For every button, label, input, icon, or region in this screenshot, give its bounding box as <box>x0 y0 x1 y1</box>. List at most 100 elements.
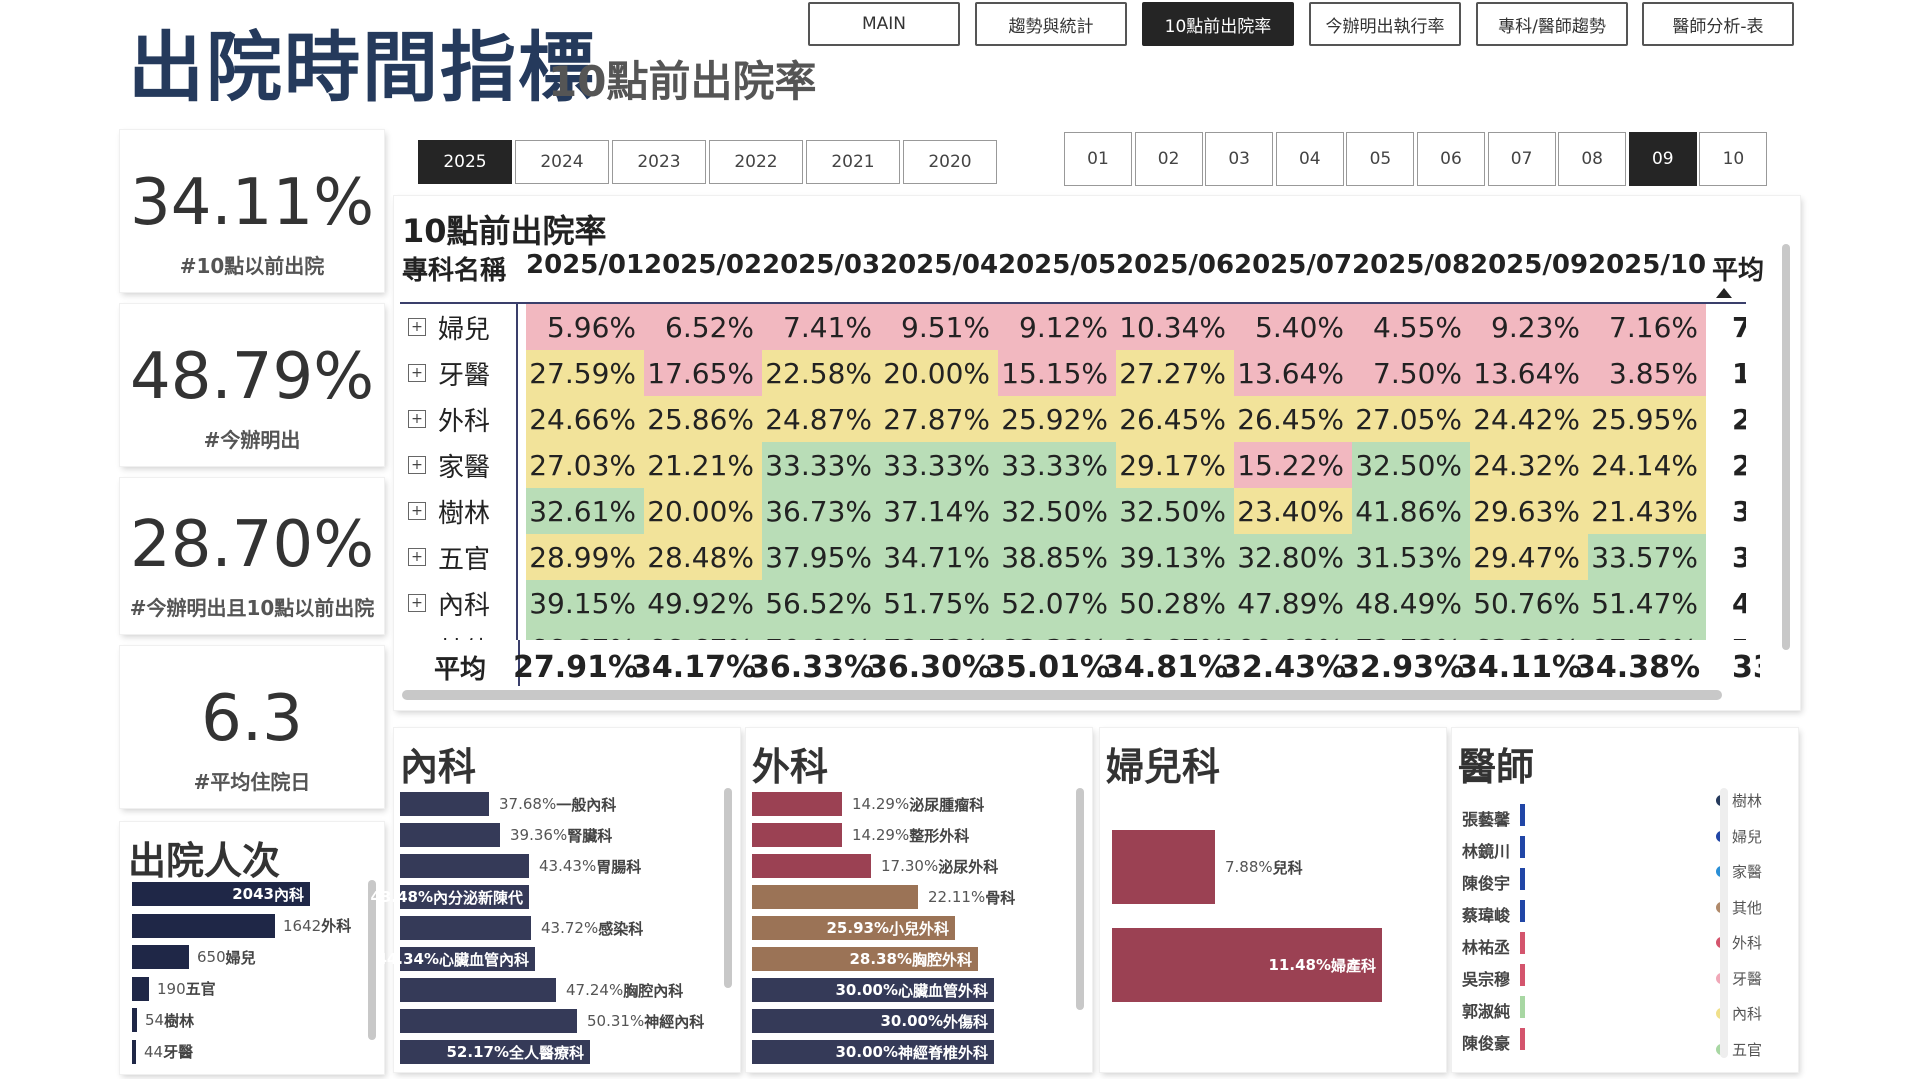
nav-tab-6[interactable]: 醫師分析-表 <box>1642 2 1794 46</box>
bar <box>400 947 535 971</box>
internal-bar-row[interactable]: 50.31% 神經內科 <box>400 1009 720 1033</box>
horizontal-scrollbar[interactable] <box>402 690 1722 700</box>
bar-label: 30.00% 心臟血管外科 <box>752 978 994 1002</box>
discharge-bar-row[interactable]: 1642 外科 <box>132 913 530 938</box>
discharge-bar-row[interactable]: 190 五官 <box>132 976 530 1001</box>
column-header[interactable]: 2025/10 <box>1588 250 1707 280</box>
column-header[interactable]: 2025/07 <box>1234 250 1353 280</box>
column-header[interactable]: 2025/08 <box>1352 250 1471 280</box>
table-cell: 32.50% <box>1116 488 1234 534</box>
panel-scrollbar[interactable] <box>724 788 732 988</box>
row-name[interactable]: + 內科 <box>400 580 518 626</box>
column-header[interactable]: 2025/09 <box>1470 250 1589 280</box>
month-button-05[interactable]: 05 <box>1346 132 1415 186</box>
doctor-name[interactable]: 林祐丞 <box>1462 938 1511 957</box>
row-name[interactable]: + 樹林 <box>400 488 518 534</box>
year-button-2024[interactable]: 2024 <box>515 140 609 184</box>
month-button-07[interactable]: 07 <box>1487 132 1556 186</box>
bar-category: 整形外科 <box>909 826 970 845</box>
obgyn-bar-row[interactable]: 11.48% 婦產科 <box>1106 928 1446 1002</box>
doctor-list: 張藝馨林鏡川陳俊宇蔡瑋峻林祐丞吳宗穆郭淑純陳俊豪 <box>1452 796 1702 1066</box>
expand-plus-icon[interactable]: + <box>408 456 426 474</box>
surgery-bar-chart: 14.29% 泌尿腫瘤科 14.29% 整形外科 17.30% 泌尿外科 22.11%… <box>746 786 1076 1070</box>
row-name[interactable]: + 外科 <box>400 396 518 442</box>
column-header[interactable]: 2025/03 <box>762 250 881 280</box>
row-name[interactable]: + 牙醫 <box>400 350 518 396</box>
surgery-bar-row[interactable]: 14.29% 泌尿腫瘤科 <box>752 792 1072 816</box>
table-cell: 49.92% <box>644 580 762 626</box>
row-name[interactable]: + 家醫 <box>400 442 518 488</box>
internal-bar-row[interactable]: 44.34% 心臟血管內科 <box>377 947 720 971</box>
panel-scrollbar[interactable] <box>368 880 376 1040</box>
surgery-bar-row[interactable]: 28.38% 胸腔外科 <box>752 947 1072 971</box>
internal-bar-row[interactable]: 52.17% 全人醫療科 <box>400 1040 720 1064</box>
doctor-name[interactable]: 郭淑純 <box>1462 1002 1511 1021</box>
column-header[interactable]: 2025/02 <box>644 250 763 280</box>
discharge-bar-row[interactable]: 54 樹林 <box>132 1008 530 1032</box>
month-button-08[interactable]: 08 <box>1558 132 1627 186</box>
doctor-name[interactable]: 蔡瑋峻 <box>1462 906 1511 925</box>
nav-tab-5[interactable]: 專科/醫師趨勢 <box>1476 2 1628 46</box>
internal-bar-row[interactable]: 39.36% 腎臟科 <box>400 823 720 847</box>
vertical-scrollbar[interactable] <box>1782 244 1790 650</box>
internal-bar-row[interactable]: 47.24% 胸腔內科 <box>400 978 720 1002</box>
expand-plus-icon[interactable]: + <box>408 364 426 382</box>
expand-plus-icon[interactable]: + <box>408 502 426 520</box>
legend-label: 外科 <box>1732 934 1763 952</box>
column-header[interactable]: 2025/05 <box>998 250 1117 280</box>
month-button-01[interactable]: 01 <box>1064 132 1132 186</box>
panel-scrollbar[interactable] <box>1720 788 1728 1058</box>
discharge-bar-row[interactable]: 44 牙醫 <box>132 1039 530 1064</box>
doctor-name[interactable]: 張藝馨 <box>1462 810 1511 829</box>
row-name[interactable]: +其他 <box>400 626 518 640</box>
internal-bar-row[interactable]: 43.48% 內分泌新陳代 <box>371 885 720 909</box>
nav-tab-3[interactable]: 10點前出院率 <box>1142 2 1294 46</box>
month-button-04[interactable]: 04 <box>1275 132 1344 186</box>
internal-bar-row[interactable]: 43.43% 胃腸科 <box>400 854 720 878</box>
expand-plus-icon[interactable]: + <box>408 318 426 336</box>
nav-tab-4[interactable]: 今辦明出執行率 <box>1309 2 1461 46</box>
surgery-bar-row[interactable]: 30.00% 外傷科 <box>752 1009 1072 1033</box>
internal-bar-row[interactable]: 43.72% 感染科 <box>400 916 720 940</box>
expand-plus-icon[interactable]: + <box>408 410 426 428</box>
year-button-2022[interactable]: 2022 <box>709 140 803 184</box>
obgyn-bar-row[interactable]: 7.88% 兒科 <box>1106 830 1446 904</box>
expand-plus-icon[interactable]: + <box>408 594 426 612</box>
surgery-bar-row[interactable]: 30.00% 神經脊椎外科 <box>752 1040 1072 1064</box>
panel-scrollbar[interactable] <box>1076 788 1084 1010</box>
discharge-bar-row[interactable]: 2043 內科 <box>132 882 530 906</box>
row-name[interactable]: + 婦兒 <box>400 304 518 350</box>
doctor-name[interactable]: 林鏡川 <box>1462 842 1511 861</box>
month-button-03[interactable]: 03 <box>1205 132 1274 186</box>
bar-value: 25.93% <box>826 919 889 937</box>
surgery-bar-row[interactable]: 30.00% 心臟血管外科 <box>752 978 1072 1002</box>
expand-plus-icon[interactable]: + <box>408 548 426 566</box>
internal-bar-row[interactable]: 37.68% 一般內科 <box>400 792 720 816</box>
year-button-2020[interactable]: 2020 <box>903 140 997 184</box>
month-button-02[interactable]: 02 <box>1134 132 1203 186</box>
year-button-2021[interactable]: 2021 <box>806 140 900 184</box>
bar-label: 39.36% 腎臟科 <box>510 823 612 847</box>
bar <box>132 882 310 906</box>
column-header[interactable]: 2025/06 <box>1116 250 1235 280</box>
nav-tab-1[interactable]: MAIN <box>808 2 960 46</box>
column-header[interactable]: 2025/04 <box>880 250 999 280</box>
doctor-name[interactable]: 陳俊宇 <box>1462 874 1511 893</box>
month-button-10[interactable]: 10 <box>1699 132 1768 186</box>
month-button-09[interactable]: 09 <box>1628 132 1697 186</box>
column-header-average[interactable]: 平均 <box>1712 256 1765 286</box>
surgery-bar-row[interactable]: 22.11% 骨科 <box>752 885 1072 909</box>
nav-tab-2[interactable]: 趨勢與統計 <box>975 2 1127 46</box>
doctor-name[interactable]: 吳宗穆 <box>1462 970 1511 989</box>
year-button-2025[interactable]: 2025 <box>418 140 512 184</box>
surgery-bar-row[interactable]: 14.29% 整形外科 <box>752 823 1072 847</box>
year-button-2023[interactable]: 2023 <box>612 140 706 184</box>
surgery-bar-row[interactable]: 25.93% 小兒外科 <box>752 916 1072 940</box>
surgery-bar-row[interactable]: 17.30% 泌尿外科 <box>752 854 1072 878</box>
row-name[interactable]: + 五官 <box>400 534 518 580</box>
discharge-bar-row[interactable]: 650 婦兒 <box>132 945 530 969</box>
month-button-06[interactable]: 06 <box>1417 132 1485 186</box>
column-header[interactable]: 2025/01 <box>526 250 645 280</box>
doctor-name[interactable]: 陳俊豪 <box>1462 1034 1511 1053</box>
sort-asc-icon[interactable] <box>1716 288 1732 298</box>
